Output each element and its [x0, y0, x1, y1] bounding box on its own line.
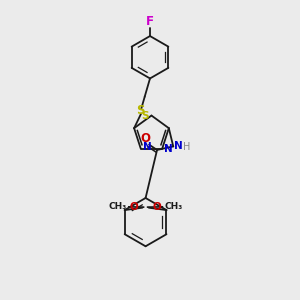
Text: O: O [140, 132, 150, 145]
Text: F: F [146, 15, 154, 28]
Text: N: N [164, 144, 173, 154]
Text: CH₃: CH₃ [109, 202, 127, 211]
Text: H: H [183, 142, 191, 152]
Text: CH₃: CH₃ [164, 202, 182, 211]
Text: S: S [136, 104, 145, 117]
Text: N: N [174, 141, 183, 152]
Text: N: N [143, 142, 152, 152]
Text: O: O [153, 202, 161, 212]
Text: S: S [141, 111, 149, 121]
Text: O: O [130, 202, 139, 212]
